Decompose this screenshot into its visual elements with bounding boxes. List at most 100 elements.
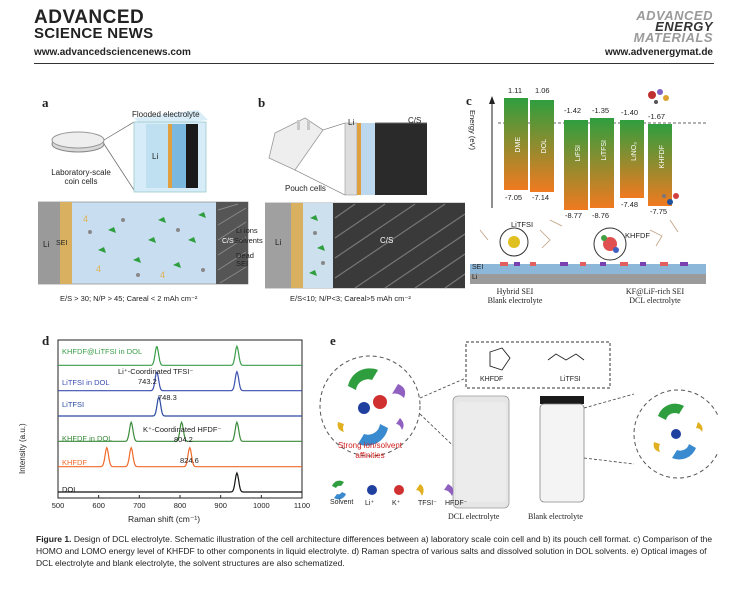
c-homo-5: -1.67 bbox=[648, 112, 666, 121]
flooded-label: Flooded electrolyte bbox=[132, 110, 200, 119]
d-ann-824: 824.6 bbox=[180, 456, 199, 465]
d-ann-748: 748.3 bbox=[158, 393, 177, 402]
svg-text:4: 4 bbox=[83, 214, 88, 224]
left-url[interactable]: www.advancedsciencenews.com bbox=[34, 47, 191, 58]
c-name-2: LiFSI bbox=[575, 145, 582, 162]
raman-xtick-label-2: 700 bbox=[133, 501, 146, 510]
right-title-1: ADVANCED bbox=[636, 8, 713, 23]
raman-chart: 500 600 700 800 900 1000 1100 bbox=[52, 339, 310, 510]
c-lumo-4: -7.48 bbox=[621, 200, 639, 209]
a-cs: C/S bbox=[222, 238, 234, 245]
c-lumo-0: -7.05 bbox=[505, 193, 523, 202]
d-ann-804: 804.2 bbox=[174, 435, 193, 444]
d-label-3: KHFDF in DOL bbox=[62, 434, 113, 443]
caption-fig-number: Figure 1. bbox=[36, 534, 72, 544]
d-xlabel: Raman shift (cm⁻¹) bbox=[128, 514, 201, 524]
raman-series-2 bbox=[58, 395, 302, 417]
c-khfdf: KHFDF bbox=[625, 231, 650, 240]
e-khfdf: KHFDF bbox=[480, 376, 504, 383]
b-legend-solvents: Solvents bbox=[234, 236, 263, 245]
c-name-3: LiTFSI bbox=[601, 140, 608, 161]
c-homo-1: 1.06 bbox=[535, 86, 550, 95]
c-left-caption: Hybrid SEI Blank electrolyte bbox=[487, 287, 543, 305]
b-legend-liions: Li ions bbox=[236, 226, 258, 235]
c-name-0: DME bbox=[515, 137, 522, 153]
raman-frame bbox=[57, 339, 303, 499]
journal-title-line2: SCIENCE NEWS bbox=[34, 25, 154, 42]
d-label-5: DOL bbox=[62, 485, 78, 494]
e-legend-4: HFDF⁻ bbox=[445, 500, 468, 507]
caption-text: Design of DCL electrolyte. Schematic ill… bbox=[36, 534, 713, 568]
b-cs-top: C/S bbox=[408, 116, 422, 125]
raman-xtick-label-6: 1100 bbox=[294, 501, 310, 510]
raman-series-0 bbox=[58, 344, 302, 366]
e-strong: Strong ion/solvent affinities bbox=[337, 441, 403, 460]
c-homo-0: 1.11 bbox=[508, 86, 523, 95]
panel-b-figure bbox=[265, 117, 465, 289]
d-ann-k: K⁺-Coordinated HFDF⁻ bbox=[143, 425, 222, 434]
figure-caption: Figure 1. Design of DCL electrolyte. Sch… bbox=[36, 533, 716, 569]
c-lumo-3: -8.76 bbox=[592, 211, 610, 220]
e-litfsi: LiTFSI bbox=[560, 376, 581, 383]
c-lumo-5: -7.75 bbox=[650, 207, 668, 216]
c-homo-3: -1.35 bbox=[592, 106, 610, 115]
c-lumo-1: -7.14 bbox=[532, 193, 550, 202]
raman-series-4 bbox=[58, 446, 302, 468]
b-li-inner: Li bbox=[275, 238, 282, 247]
c-lumo-2: -8.77 bbox=[565, 211, 583, 220]
panel-a-label: a bbox=[42, 95, 49, 110]
c-li: Li bbox=[472, 274, 478, 281]
d-ylabel: Intensity (a.u.) bbox=[18, 423, 27, 474]
b-note: E/S<10; N/P<3; Careal>5 mAh cm⁻² bbox=[290, 294, 411, 303]
c-homo-2: -1.42 bbox=[564, 106, 582, 115]
e-legend-0: Solvent bbox=[330, 499, 354, 506]
panel-e-figure bbox=[319, 341, 718, 509]
e-legend-3: TFSI⁻ bbox=[418, 500, 437, 507]
panel-b-label: b bbox=[258, 95, 266, 110]
a-li-left: Li bbox=[43, 240, 50, 249]
right-url[interactable]: www.advenergymat.de bbox=[605, 47, 713, 58]
b-cs-inner: C/S bbox=[380, 236, 394, 245]
header-rule bbox=[34, 63, 714, 64]
c-ylabel: Energy (eV) bbox=[468, 110, 477, 151]
d-ann-743: 743.2 bbox=[138, 377, 157, 386]
e-dcl: DCL electrolyte bbox=[448, 512, 500, 521]
panel-c-label: c bbox=[466, 93, 472, 108]
svg-text:4: 4 bbox=[160, 270, 165, 280]
d-ann-li: Li⁺-Coordinated TFSI⁻ bbox=[118, 367, 194, 376]
d-label-0: KHFDF@LiTFSI in DOL bbox=[62, 347, 143, 356]
raman-xtick-label-4: 900 bbox=[214, 501, 227, 510]
a-li-label: Li bbox=[152, 152, 159, 161]
b-legend-dead: Dead SEI bbox=[236, 251, 254, 268]
panel-d-label: d bbox=[42, 333, 50, 348]
d-label-2: LiTFSI bbox=[62, 400, 85, 409]
panel-e-label: e bbox=[330, 333, 336, 348]
a-sei: SEI bbox=[56, 240, 68, 247]
c-right-caption: KF@LiF-rich SEI DCL electrolyte bbox=[625, 287, 685, 305]
b-pouch: Pouch cells bbox=[285, 184, 326, 193]
journal-title-line1: ADVANCED bbox=[34, 7, 145, 28]
svg-text:4: 4 bbox=[96, 264, 101, 274]
c-name-5: KHFDF bbox=[659, 145, 666, 169]
e-blank: Blank electrolyte bbox=[528, 512, 583, 521]
e-legend-1: Li⁺ bbox=[365, 500, 375, 507]
raman-series-1 bbox=[58, 370, 302, 392]
panel-a-figure: 4 4 4 bbox=[38, 110, 249, 285]
e-legend-2: K⁺ bbox=[392, 500, 401, 507]
raman-xtick-label-1: 600 bbox=[92, 501, 105, 510]
raman-xtick-label-3: 800 bbox=[174, 501, 187, 510]
raman-xtick-label-5: 1000 bbox=[253, 501, 270, 510]
b-li: Li bbox=[348, 118, 355, 127]
panel-c-figure bbox=[470, 89, 706, 284]
right-title-2: ENERGY bbox=[655, 19, 713, 34]
c-homo-4: -1.40 bbox=[621, 108, 639, 117]
raman-series-3 bbox=[58, 420, 302, 442]
raman-series-5 bbox=[58, 471, 302, 493]
right-title-3: MATERIALS bbox=[633, 30, 713, 45]
c-litfsi: LiTFSI bbox=[511, 220, 534, 229]
c-sei: SEI bbox=[472, 264, 484, 271]
a-note: E/S > 30; N/P > 45; Careal < 2 mAh cm⁻² bbox=[60, 294, 198, 303]
c-name-4: LiNO₃ bbox=[631, 142, 638, 161]
c-name-1: DOL bbox=[541, 139, 548, 154]
coin-label: Laboratory-scale coin cells bbox=[51, 168, 111, 186]
